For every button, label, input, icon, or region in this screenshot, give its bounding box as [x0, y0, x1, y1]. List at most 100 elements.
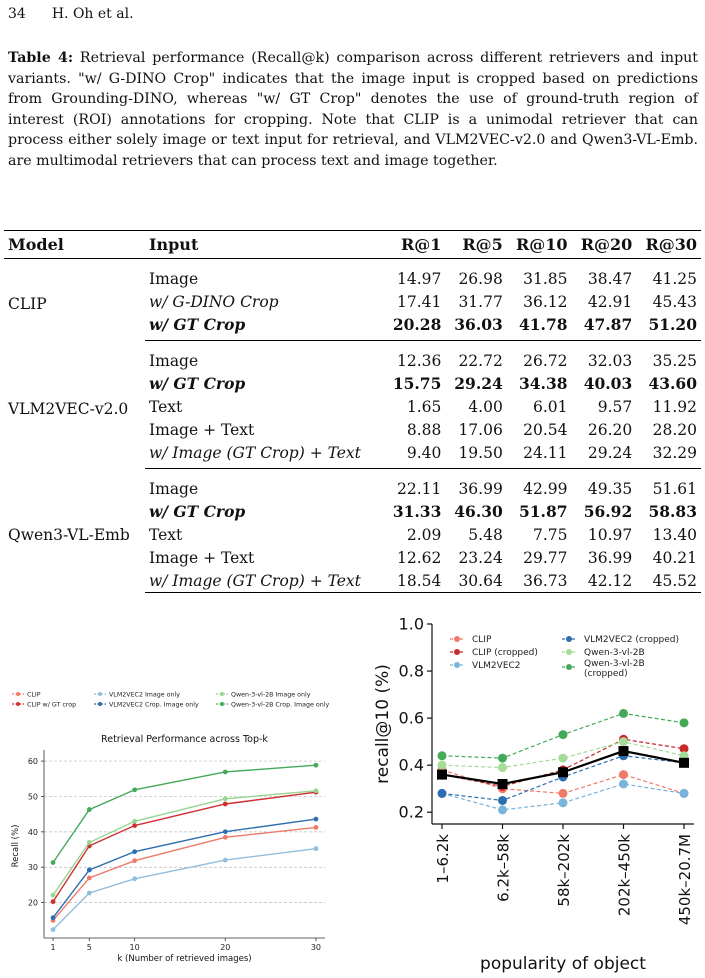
model-cell: Qwen3-VL-Emb	[8, 525, 130, 544]
y-tick-label: 0.2	[399, 803, 424, 822]
y-tick-label: 30	[28, 863, 38, 872]
value-cell: 31.85	[523, 269, 568, 288]
running-authors: H. Oh et al.	[51, 6, 134, 22]
table-header-row: Model Input R@1 R@5 R@10 R@20 R@30	[4, 230, 701, 259]
data-point	[558, 798, 568, 808]
legend-marker	[16, 702, 20, 706]
value-cell: 24.11	[506, 441, 572, 469]
table-row: w/ Image (GT Crop) + Text 18.54 30.64 36.73…	[4, 569, 701, 593]
legend-marker	[16, 692, 20, 696]
data-point	[222, 801, 228, 807]
value-cell: 7.75	[533, 525, 568, 544]
value-cell: 36.12	[523, 292, 568, 311]
data-point	[86, 867, 92, 873]
x-tick-label: 450k–20.7M	[676, 834, 694, 925]
data-point	[86, 890, 92, 896]
y-tick-label: 50	[28, 792, 38, 801]
value-cell: 42.91	[587, 292, 633, 311]
y-axis-label: recall@10 (%)	[373, 664, 393, 784]
data-point	[86, 875, 92, 881]
data-point	[222, 834, 228, 840]
data-point	[222, 829, 228, 835]
legend-marker	[454, 649, 460, 655]
legend-label: VLM2VEC2 (cropped)	[584, 635, 679, 645]
column-header: Input	[145, 230, 384, 259]
table-row: w/ Image (GT Crop) + Text 9.40 19.50 24.11 2…	[4, 441, 701, 469]
caption-label: Table 4:	[8, 50, 74, 66]
topk-line-chart: CLIP CLIP w/ GT crop VLM2VEC2 Image only VL…	[11, 692, 329, 965]
value-cell: 26.20	[587, 420, 633, 439]
legend-marker	[566, 636, 572, 642]
x-tick-label: 202k–450k	[616, 834, 634, 916]
column-header: R@1	[383, 230, 446, 259]
value-cell: 5.48	[468, 525, 503, 544]
legend-label: (cropped)	[584, 669, 628, 679]
value-cell: 20.28	[383, 313, 446, 341]
x-tick-label: 5	[87, 943, 92, 952]
table-row: VLM2VEC-v2.0 Image 12.36 22.72 26.72 32.03 35.…	[4, 341, 701, 418]
series-line	[52, 847, 317, 931]
legend-marker	[220, 702, 224, 706]
value-cell: 32.29	[636, 441, 701, 469]
value-cell: 40.03	[583, 374, 633, 393]
value-cell: 4.00	[468, 397, 503, 416]
legend-marker	[98, 702, 102, 706]
value-cell: 45.52	[636, 569, 701, 593]
value-cell: 12.36	[397, 351, 442, 370]
input-cell: Image	[149, 351, 199, 370]
value-cell: 22.72	[458, 351, 503, 370]
table-caption: Table 4: Retrieval performance (Recall@k…	[8, 48, 698, 171]
value-cell: 56.92	[583, 502, 633, 521]
input-cell: Text	[149, 397, 183, 416]
data-point	[222, 796, 228, 802]
data-point	[619, 779, 628, 789]
x-tick-label: 30	[311, 943, 321, 952]
value-cell: 8.88	[406, 420, 442, 439]
input-cell: w/ GT Crop	[149, 502, 246, 521]
data-point	[437, 760, 447, 770]
value-cell: 19.50	[445, 441, 507, 469]
legend-label: CLIP (cropped)	[472, 648, 538, 658]
value-cell: 31.77	[458, 292, 503, 311]
data-point	[86, 840, 92, 845]
data-point	[50, 860, 56, 865]
x-axis-label: k (Number of retrieved images)	[117, 954, 251, 964]
data-point	[132, 849, 138, 855]
series-line	[441, 741, 685, 769]
data-point	[313, 762, 319, 768]
value-cell: 36.03	[445, 313, 507, 341]
data-point	[132, 818, 138, 824]
value-cell: 32.03	[587, 351, 633, 370]
value-cell: 10.97	[587, 525, 633, 544]
value-cell: 26.98	[458, 269, 503, 288]
data-point	[313, 846, 319, 852]
data-point	[313, 788, 319, 794]
legend-marker	[98, 692, 102, 696]
data-point	[558, 753, 568, 763]
legend-marker	[454, 636, 460, 642]
value-cell: 15.75	[392, 374, 442, 393]
data-point	[679, 788, 689, 798]
x-tick-label: 10	[130, 943, 140, 952]
data-point	[132, 787, 138, 793]
data-point	[498, 795, 507, 805]
data-point	[498, 753, 507, 763]
data-point	[222, 769, 228, 775]
model-cell: CLIP	[8, 294, 47, 313]
data-point	[498, 805, 507, 815]
data-point	[50, 915, 56, 921]
value-cell: 29.77	[523, 548, 568, 567]
legend-label: CLIP	[27, 692, 41, 699]
data-point	[50, 892, 56, 898]
y-tick-label: 1.0	[399, 615, 424, 634]
popularity-line-chart: 0.2 0.4 0.6 0.8 1.0 1–6.2k 6.2k–58k 58k–202k 202…	[373, 615, 694, 974]
value-cell: 41.25	[652, 269, 697, 288]
input-cell: w/ Image (GT Crop) + Text	[145, 441, 384, 469]
x-tick-label: 20	[220, 943, 230, 952]
x-axis-label: popularity of object	[480, 954, 646, 974]
data-point	[679, 744, 689, 754]
value-cell: 23.24	[458, 548, 503, 567]
legend-label: Qwen-3-vl-2B	[584, 648, 645, 658]
data-point	[619, 770, 628, 780]
value-cell: 45.43	[652, 292, 697, 311]
